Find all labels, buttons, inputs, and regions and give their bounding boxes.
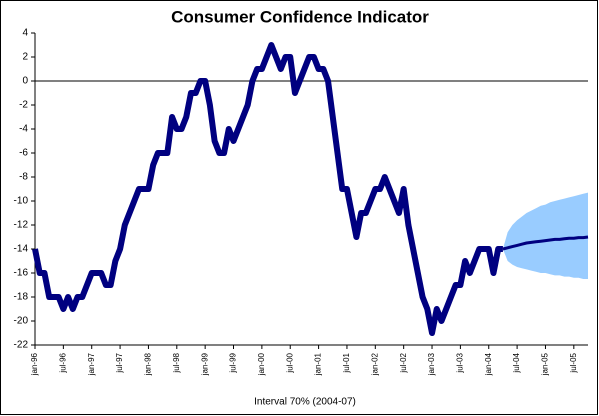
- confidence-band: [502, 192, 588, 279]
- x-axis-title: Interval 70% (2004-07): [254, 397, 356, 408]
- y-tick-label: -16: [14, 268, 29, 279]
- x-tick-label: jul-05: [569, 352, 578, 373]
- y-tick-label: -10: [14, 196, 29, 207]
- y-tick-label: -2: [19, 100, 28, 111]
- x-tick-label: jul-02: [399, 352, 408, 373]
- line: [502, 235, 589, 251]
- y-tick-label: -6: [19, 148, 28, 159]
- x-tick-label: jan-02: [370, 352, 379, 376]
- y-tick-label: -20: [14, 316, 29, 327]
- y-tick-label: -4: [19, 124, 28, 135]
- x-tick-label: jul-04: [512, 352, 521, 373]
- x-tick-label: jan-01: [314, 352, 323, 376]
- x-tick-label: jan-96: [30, 352, 39, 376]
- x-tick-label: jul-98: [172, 352, 181, 373]
- x-tick-label: jul-01: [342, 352, 351, 373]
- x-tick-label: jan-99: [200, 352, 209, 376]
- x-tick-label: jan-04: [484, 352, 493, 376]
- x-tick-label: jul-96: [58, 352, 67, 373]
- chart-title: Consumer Confidence Indicator: [171, 7, 429, 26]
- x-tick-label: jul-03: [455, 352, 464, 373]
- x-tick-label: jul-97: [115, 352, 124, 373]
- x-tick-label: jan-97: [87, 352, 96, 376]
- y-tick-label: 0: [22, 76, 28, 87]
- y-tick-label: -22: [14, 340, 29, 351]
- x-tick-label: jan-98: [144, 352, 153, 376]
- y-tick-label: -8: [19, 172, 28, 183]
- x-tick-label: jul-00: [285, 352, 294, 373]
- y-tick-label: -12: [14, 220, 29, 231]
- line: [32, 42, 503, 336]
- x-tick-label: jan-00: [257, 352, 266, 376]
- y-tick-label: -18: [14, 292, 29, 303]
- y-tick-label: -14: [14, 244, 29, 255]
- y-tick-label: 4: [22, 28, 28, 39]
- x-tick-label: jan-03: [427, 352, 436, 376]
- y-tick-label: 2: [22, 52, 28, 63]
- x-tick-label: jan-05: [541, 352, 550, 376]
- x-tick-label: jul-99: [229, 352, 238, 373]
